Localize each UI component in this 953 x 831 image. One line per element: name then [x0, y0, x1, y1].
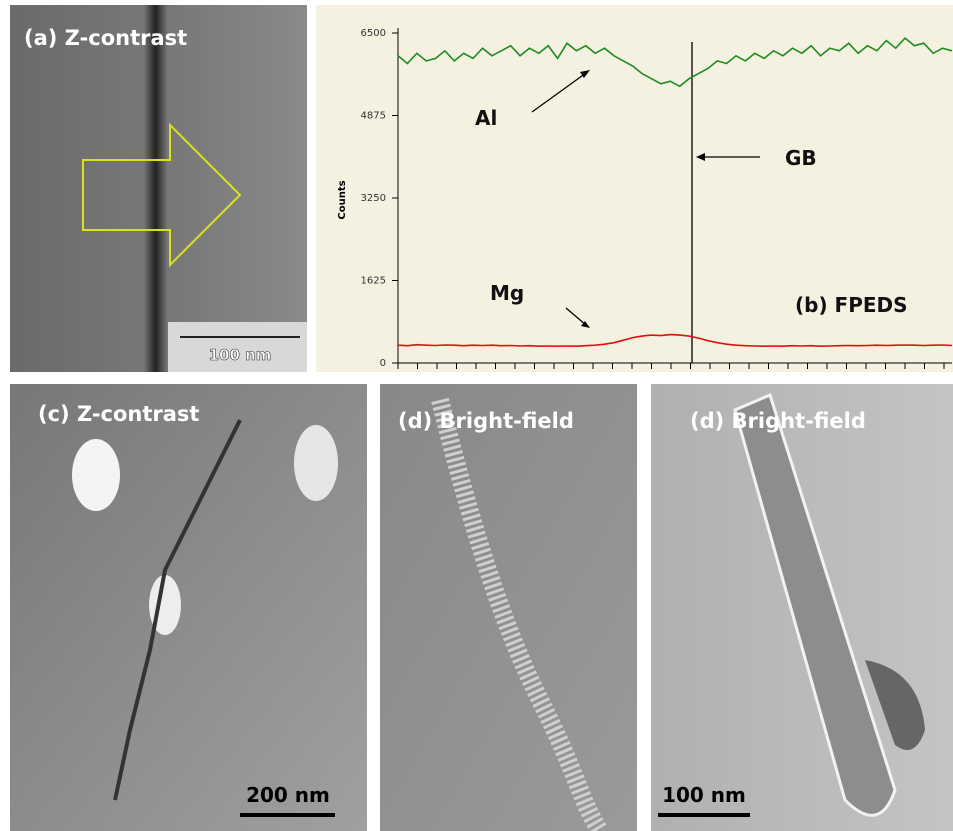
- panel-label: (a) Z-contrast: [24, 26, 187, 50]
- y-tick-label: 0: [380, 358, 386, 369]
- annotation: GB: [785, 146, 817, 170]
- figure: 100 nm (a) Z-contrast Counts Al Mg GB (b…: [0, 0, 953, 831]
- y-tick-label: 1625: [361, 276, 386, 287]
- particle: [294, 425, 338, 501]
- y-tick-label: 3250: [361, 193, 386, 204]
- scale-text: 100 nm: [662, 783, 746, 807]
- scale-text: 100 nm: [209, 346, 272, 364]
- annotation: Al: [475, 106, 497, 130]
- panel-label: (d) Bright-field: [690, 409, 866, 433]
- annotation: (b) FPEDS: [795, 293, 908, 317]
- y-tick-label: 6500: [361, 28, 386, 39]
- annotation: Mg: [490, 281, 524, 305]
- panel-c: 200 nm (c) Z-contrast: [10, 384, 367, 831]
- panel-label: (c) Z-contrast: [38, 402, 199, 426]
- panel-d: (d) Bright-field: [380, 384, 637, 831]
- y-tick-label: 4875: [361, 111, 386, 122]
- particle: [72, 439, 120, 511]
- panel-label: (d) Bright-field: [398, 409, 574, 433]
- y-axis-label: Counts: [337, 180, 348, 219]
- panel-a: 100 nm (a) Z-contrast: [10, 5, 307, 372]
- scale-text: 200 nm: [246, 783, 330, 807]
- panel-d2: 100 nm (d) Bright-field: [651, 384, 953, 831]
- micrograph: [10, 5, 307, 372]
- panel-b: Counts Al Mg GB (b) FPEDS 0 1625 3250 4875 6…: [316, 5, 953, 372]
